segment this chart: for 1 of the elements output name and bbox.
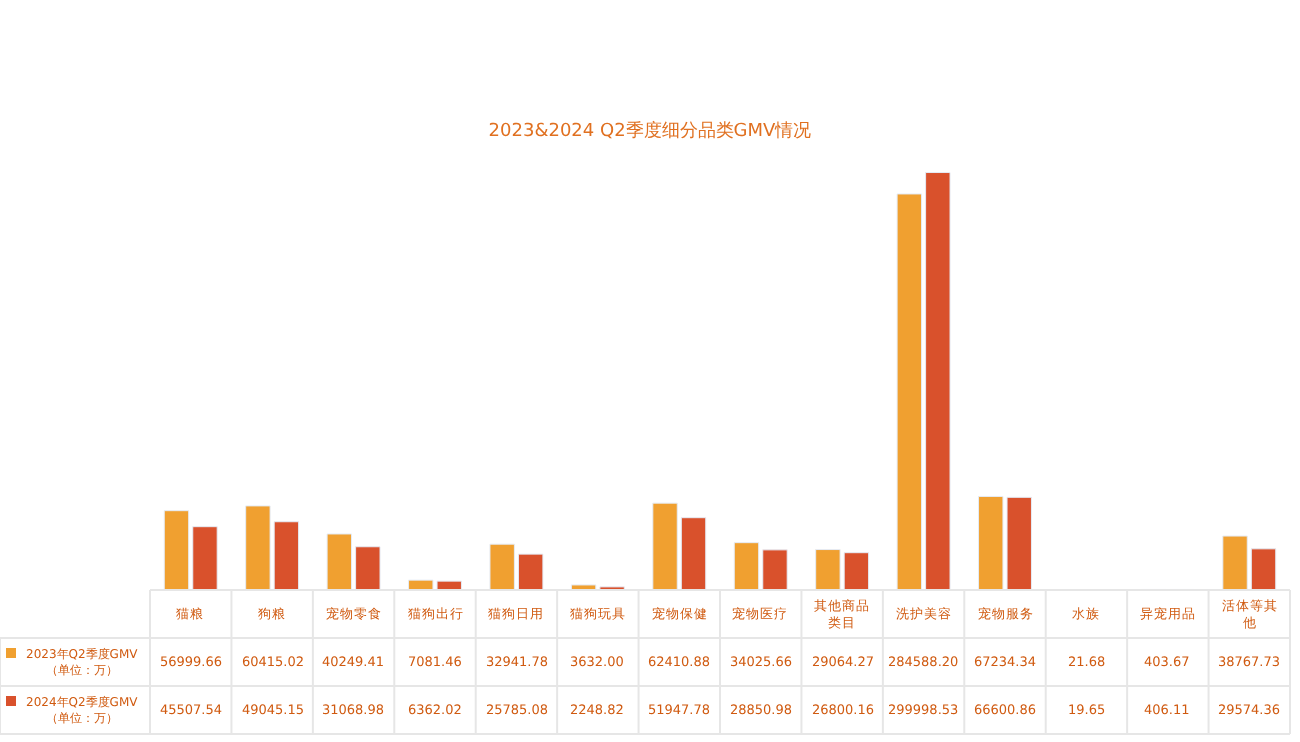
chart-title: 2023&2024 Q2季度细分品类GMV情况	[488, 120, 812, 143]
